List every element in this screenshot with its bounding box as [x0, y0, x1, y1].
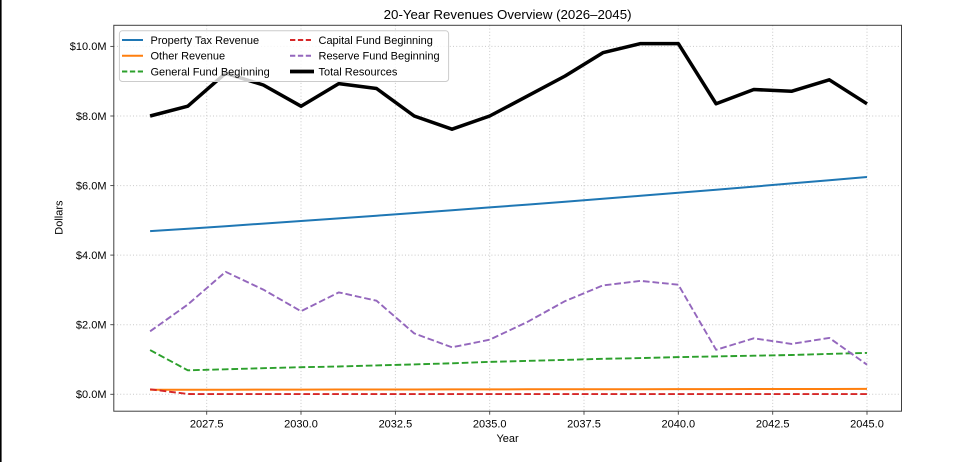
svg-text:$0.0M: $0.0M	[76, 389, 107, 401]
svg-text:20-Year Revenues Overview (202: 20-Year Revenues Overview (2026–2045)	[384, 7, 632, 22]
svg-text:2045.0: 2045.0	[850, 419, 884, 431]
svg-text:$2.0M: $2.0M	[76, 320, 107, 332]
svg-text:Total Resources: Total Resources	[319, 66, 398, 78]
svg-text:$10.0M: $10.0M	[70, 41, 107, 53]
svg-text:2042.5: 2042.5	[756, 419, 790, 431]
svg-text:$8.0M: $8.0M	[76, 111, 107, 123]
svg-text:Year: Year	[496, 433, 519, 445]
svg-text:General Fund Beginning: General Fund Beginning	[151, 66, 270, 78]
svg-text:2030.0: 2030.0	[284, 419, 318, 431]
svg-text:2032.5: 2032.5	[379, 419, 413, 431]
svg-text:$4.0M: $4.0M	[76, 250, 107, 262]
svg-text:Other Revenue: Other Revenue	[151, 51, 226, 63]
svg-text:Capital Fund Beginning: Capital Fund Beginning	[319, 35, 433, 47]
svg-text:$6.0M: $6.0M	[76, 180, 107, 192]
svg-text:2035.0: 2035.0	[473, 419, 507, 431]
svg-text:Property Tax Revenue: Property Tax Revenue	[151, 35, 260, 47]
svg-text:Reserve Fund Beginning: Reserve Fund Beginning	[319, 51, 440, 63]
svg-text:2037.5: 2037.5	[567, 419, 601, 431]
svg-text:2040.0: 2040.0	[661, 419, 695, 431]
svg-text:Dollars: Dollars	[54, 200, 66, 235]
svg-text:2027.5: 2027.5	[190, 419, 224, 431]
